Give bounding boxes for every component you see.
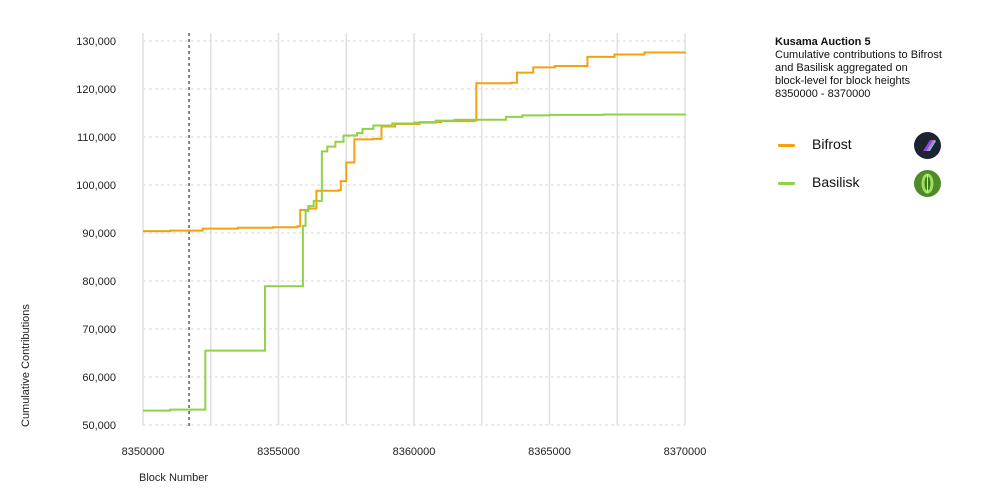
x-tick-label: 8355000 xyxy=(257,446,300,458)
y-axis-label: Cumulative Contributions xyxy=(20,304,32,427)
x-axis-label: Block Number xyxy=(139,472,208,484)
y-tick-label: 70,000 xyxy=(82,324,116,336)
chart-subtitle-line: block-level for block heights xyxy=(775,75,911,87)
y-tick-label: 50,000 xyxy=(82,420,116,432)
legend: Bifrost Basilisk xyxy=(778,132,948,208)
basilisk-logo-icon xyxy=(914,170,941,197)
y-tick-label: 100,000 xyxy=(76,180,116,192)
chart-title: Kusama Auction 5 xyxy=(775,36,871,48)
x-tick-label: 8370000 xyxy=(664,446,707,458)
chart-subtitle-line: Cumulative contributions to Bifrost xyxy=(775,49,942,61)
bifrost-logo-icon xyxy=(914,132,941,159)
y-tick-label: 110,000 xyxy=(77,132,116,144)
y-tick-label: 80,000 xyxy=(82,276,116,288)
series-line-basilisk xyxy=(143,113,686,412)
chart-info: Kusama Auction 5 Cumulative contribution… xyxy=(775,36,950,101)
y-tick-label: 120,000 xyxy=(76,84,116,96)
y-tick-label: 90,000 xyxy=(82,228,116,240)
y-tick-label: 60,000 xyxy=(82,372,116,384)
chart-subtitle-line: 8350000 - 8370000 xyxy=(775,88,871,100)
tick-layer: 50,000 60,000 70,000 80,000 90,000 100,000 110… xyxy=(76,36,706,458)
legend-swatch-bifrost xyxy=(778,144,795,147)
chart-subtitle-line: and Basilisk aggregated on xyxy=(775,62,908,74)
legend-label-bifrost: Bifrost xyxy=(812,136,852,152)
x-tick-label: 8360000 xyxy=(393,446,436,458)
legend-item-bifrost: Bifrost xyxy=(778,132,948,170)
x-tick-label: 8365000 xyxy=(528,446,571,458)
series-line-bifrost xyxy=(143,51,686,233)
x-tick-label: 8350000 xyxy=(122,446,165,458)
grid-layer xyxy=(142,33,686,426)
legend-swatch-basilisk xyxy=(778,182,795,185)
series-layer xyxy=(143,51,686,412)
legend-label-basilisk: Basilisk xyxy=(812,174,860,190)
legend-item-basilisk: Basilisk xyxy=(778,170,948,208)
y-tick-label: 130,000 xyxy=(76,36,116,48)
